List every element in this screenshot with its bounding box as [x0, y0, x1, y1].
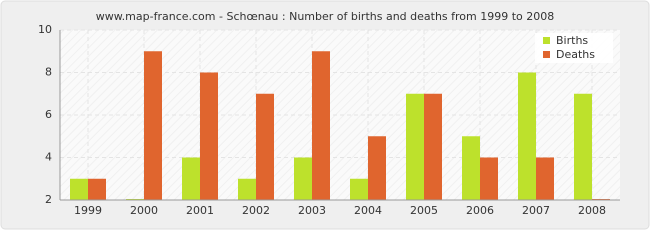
bar	[88, 178, 106, 200]
bar	[312, 51, 330, 200]
x-tick-label: 2002	[242, 204, 270, 217]
bar	[238, 178, 256, 200]
y-tick-label: 6	[45, 108, 52, 121]
bar	[70, 178, 88, 200]
bar	[518, 72, 536, 200]
x-tick-label: 2008	[578, 204, 606, 217]
legend-label: Deaths	[556, 48, 595, 61]
bar	[406, 93, 424, 200]
bar	[480, 157, 498, 200]
legend-swatch	[543, 37, 550, 44]
bar	[350, 178, 368, 200]
y-tick-label: 10	[38, 23, 52, 36]
bar	[200, 72, 218, 200]
bar	[144, 51, 162, 200]
y-tick-label: 4	[45, 151, 52, 164]
bar	[574, 93, 592, 200]
chart-title: www.map-france.com - Schœnau : Number of…	[96, 10, 555, 23]
legend-label: Births	[556, 34, 588, 47]
legend-swatch	[543, 51, 550, 58]
x-tick-label: 2006	[466, 204, 494, 217]
chart: www.map-france.com - Schœnau : Number of…	[0, 0, 650, 230]
x-tick-label: 1999	[74, 204, 102, 217]
x-tick-label: 2004	[354, 204, 382, 217]
y-tick-label: 2	[45, 193, 52, 206]
bar	[368, 136, 386, 200]
bar	[256, 93, 274, 200]
bar	[294, 157, 312, 200]
y-tick-label: 8	[45, 66, 52, 79]
x-tick-label: 2001	[186, 204, 214, 217]
x-tick-label: 2005	[410, 204, 438, 217]
bar	[424, 93, 442, 200]
bar	[536, 157, 554, 200]
bar	[462, 136, 480, 200]
bar	[182, 157, 200, 200]
x-tick-label: 2003	[298, 204, 326, 217]
x-tick-label: 2007	[522, 204, 550, 217]
x-tick-label: 2000	[130, 204, 158, 217]
